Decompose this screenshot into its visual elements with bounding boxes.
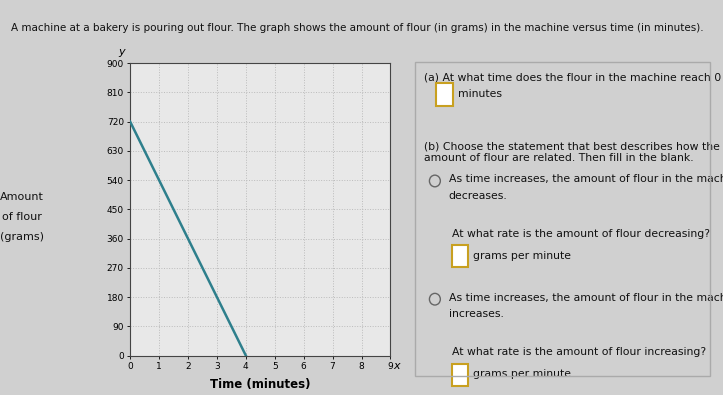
Text: grams per minute: grams per minute <box>473 369 571 379</box>
Text: x: x <box>393 361 400 371</box>
Text: grams per minute: grams per minute <box>473 251 571 261</box>
Text: y: y <box>119 47 125 57</box>
Text: A machine at a bakery is pouring out flour. The graph shows the amount of flour : A machine at a bakery is pouring out flo… <box>11 23 703 33</box>
FancyBboxPatch shape <box>452 364 469 386</box>
Text: decreases.: decreases. <box>448 190 508 201</box>
Text: (a) At what time does the flour in the machine reach 0 grams?: (a) At what time does the flour in the m… <box>424 73 723 83</box>
Text: At what rate is the amount of flour decreasing?: At what rate is the amount of flour decr… <box>452 229 709 239</box>
X-axis label: Time (minutes): Time (minutes) <box>210 378 311 391</box>
Text: (grams): (grams) <box>0 232 43 242</box>
Text: increases.: increases. <box>448 309 503 319</box>
Text: Amount: Amount <box>0 192 43 203</box>
Text: minutes: minutes <box>458 89 502 99</box>
Text: of flour: of flour <box>1 212 42 222</box>
FancyBboxPatch shape <box>452 245 469 267</box>
Text: As time increases, the amount of flour in the machine: As time increases, the amount of flour i… <box>448 174 723 184</box>
Text: As time increases, the amount of flour in the machine: As time increases, the amount of flour i… <box>448 293 723 303</box>
FancyBboxPatch shape <box>437 83 453 105</box>
Text: At what rate is the amount of flour increasing?: At what rate is the amount of flour incr… <box>452 347 706 357</box>
Text: (b) Choose the statement that best describes how the time and
amount of flour ar: (b) Choose the statement that best descr… <box>424 141 723 163</box>
